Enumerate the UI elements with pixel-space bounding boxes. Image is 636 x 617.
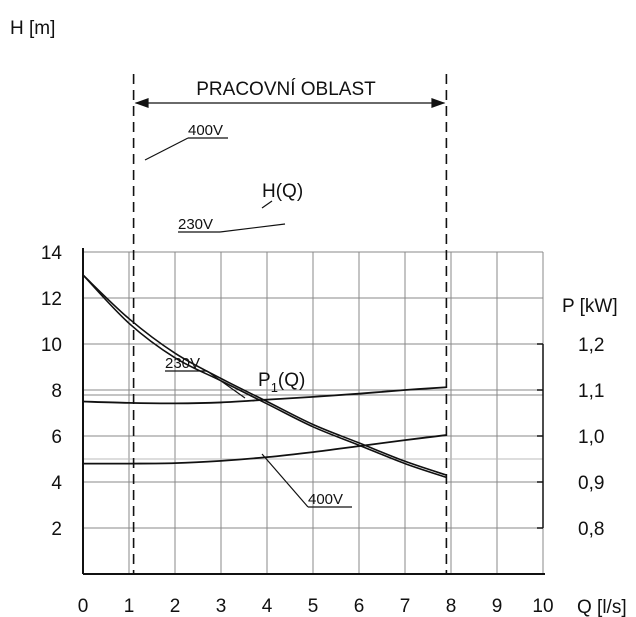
y-power-tick-label: 0,8 <box>578 519 604 540</box>
head-curve-name: H(Q) <box>262 181 303 202</box>
x-tick-label: 2 <box>170 596 181 617</box>
head-400v-label-leader <box>145 138 188 160</box>
x-tick-label: 8 <box>446 596 457 617</box>
head-curve-name-leader <box>262 201 272 208</box>
y-head-tick-label: 14 <box>41 243 63 264</box>
power-230v-label-leader <box>207 371 245 398</box>
power-curve-name-main: P <box>258 370 271 391</box>
power-curve-name: P1(Q) <box>258 370 305 395</box>
y-power-tick-label: 1,1 <box>578 381 604 402</box>
y-power-axis-title: P [kW] <box>562 296 618 317</box>
region-arrow-left <box>135 98 149 108</box>
x-tick-label: 0 <box>78 596 89 617</box>
region-arrow-right <box>431 98 445 108</box>
y-head-tick-label: 8 <box>51 381 62 402</box>
x-tick-label: 1 <box>124 596 135 617</box>
x-tick-label: 3 <box>216 596 227 617</box>
power-400v-label-leader <box>262 454 308 507</box>
y-power-tick-label: 1,2 <box>578 335 604 356</box>
region-label: PRACOVNÍ OBLAST <box>196 79 376 100</box>
x-tick-label: 10 <box>532 596 553 617</box>
axes <box>83 248 545 574</box>
x-tick-label: 7 <box>400 596 411 617</box>
curve-labels: 400V 230V 230V 400V <box>145 122 352 508</box>
head-230v-label-leader <box>220 224 285 232</box>
head-230v-label: 230V <box>178 216 213 233</box>
x-tick-label: 9 <box>492 596 503 617</box>
working-region <box>134 74 447 574</box>
x-tick-label: 4 <box>262 596 273 617</box>
y-power-tick-label: 1,0 <box>578 427 604 448</box>
y-head-axis-title: H [m] <box>10 18 55 39</box>
y-head-tick-label: 2 <box>51 519 62 540</box>
power-curve-name-tail: (Q) <box>278 370 305 391</box>
y-power-tick-label: 0,9 <box>578 473 604 494</box>
head-400v-label: 400V <box>188 122 223 139</box>
x-tick-label: 6 <box>354 596 365 617</box>
x-tick-label: 5 <box>308 596 319 617</box>
x-axis-title: Q [l/s] <box>577 597 627 617</box>
y-head-tick-label: 6 <box>51 427 62 448</box>
power-400v-label: 400V <box>308 491 343 508</box>
y-head-tick-label: 4 <box>51 473 62 494</box>
y-head-tick-label: 10 <box>41 335 62 356</box>
y-head-tick-label: 12 <box>41 289 62 310</box>
power-230v-label: 230V <box>165 355 200 372</box>
grid <box>83 252 543 574</box>
power-curve-name-sub: 1 <box>271 380 278 395</box>
